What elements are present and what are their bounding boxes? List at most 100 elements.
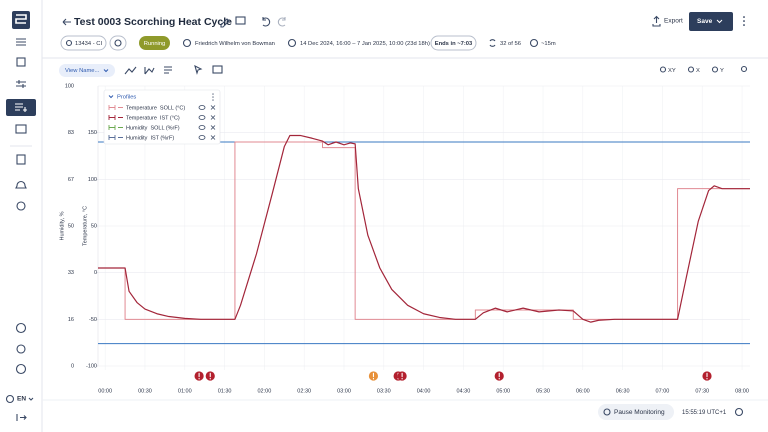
tool-1[interactable] [124, 66, 137, 75]
x-tick-label: 00:00 [98, 388, 112, 394]
user-icon[interactable] [15, 322, 27, 334]
save-chevron [716, 19, 723, 24]
x-tick-label: 02:00 [258, 388, 272, 394]
legend-visibility[interactable] [198, 105, 206, 110]
view-name: View Name... [65, 68, 100, 74]
save-label: Save [697, 18, 713, 25]
x-tick-label: 01:30 [218, 388, 232, 394]
chip-icon [114, 39, 122, 47]
chart: Humidity, % Temperature, °C 00:00 00:30 01… [59, 83, 750, 394]
interval-icon [529, 38, 539, 48]
pause-icon [603, 408, 611, 416]
status-badge [139, 36, 170, 50]
pause-label: Pause Monitoring [614, 409, 665, 416]
period: 14 Dec 2024, 16:00 – 7 Jan 2025, 10:00 (… [300, 41, 430, 47]
legend-swatch [108, 125, 123, 130]
zoom-xy[interactable]: XY [668, 68, 676, 74]
legend: Profiles Temperature SOLL (°C) Temperature… [103, 89, 221, 145]
cycle-icon [489, 39, 496, 47]
id-chip[interactable] [60, 35, 107, 51]
x-tick-label: 00:30 [138, 388, 152, 394]
comment-icon[interactable] [235, 16, 246, 25]
legend-remove[interactable] [210, 115, 216, 120]
language-chevron[interactable] [28, 397, 34, 401]
settings-alert-icon[interactable] [16, 201, 26, 211]
dashboard-icon[interactable] [16, 57, 26, 67]
back-arrow[interactable] [62, 18, 71, 26]
y2-tick-label: 150 [88, 130, 97, 136]
legend-swatch [108, 135, 123, 140]
sidebar [0, 0, 42, 432]
y-axis-label: Humidity, % [59, 211, 65, 240]
view-chevron [103, 69, 109, 73]
legend-visibility[interactable] [198, 115, 206, 120]
ends-chip [430, 35, 477, 51]
id-icon [65, 39, 73, 47]
owner-icon [182, 38, 192, 48]
help-icon[interactable] [15, 363, 27, 375]
x-tick-label: 07:00 [656, 388, 670, 394]
edit-icon[interactable] [220, 18, 230, 28]
export-button[interactable]: Export [664, 18, 683, 25]
pointer-tool[interactable] [194, 64, 203, 75]
legend-box [103, 89, 221, 145]
legend-label: Humidity SOLL (%rF) [126, 125, 180, 131]
tool-2[interactable] [144, 67, 155, 75]
y-tick-label: 100 [65, 83, 74, 89]
logo-mark [15, 14, 27, 24]
menu-icon[interactable] [16, 38, 26, 46]
x-tick-label: 02:30 [297, 388, 311, 394]
y2-tick-label: -50 [89, 317, 97, 323]
bell-icon[interactable] [15, 180, 27, 189]
x-tick-label: 04:30 [457, 388, 471, 394]
zoom-reset-icon[interactable] [740, 65, 748, 73]
globe-icon[interactable] [5, 394, 15, 404]
ends: Ends in ~7:03 [435, 41, 473, 47]
export-icon[interactable] [652, 15, 661, 27]
icon-chip[interactable] [109, 35, 127, 51]
x-tick-label: 03:30 [377, 388, 391, 394]
legend-remove[interactable] [210, 135, 216, 140]
y-tick-label: 50 [68, 223, 74, 229]
y2-tick-label: -100 [86, 363, 97, 369]
owner: Friedrich Wilhelm von Bowman [195, 41, 275, 47]
legend-remove[interactable] [210, 105, 216, 110]
legend-remove[interactable] [210, 125, 216, 130]
report-icon[interactable] [16, 154, 26, 165]
undo-icon[interactable] [262, 17, 271, 27]
monitor-icon[interactable] [15, 124, 27, 134]
redo-icon[interactable] [277, 17, 286, 27]
tool-3[interactable] [164, 66, 172, 74]
view-select[interactable] [59, 64, 115, 77]
x-tick-label: 06:30 [616, 388, 630, 394]
y-tick-label: 0 [71, 363, 74, 369]
zoom-y[interactable]: Y [720, 68, 724, 74]
zoom-y-icon[interactable] [711, 66, 719, 73]
period-icon [287, 38, 297, 48]
legend-label: Temperature SOLL (°C) [126, 105, 185, 111]
legend-visibility[interactable] [198, 125, 206, 130]
zoom-x-icon[interactable] [687, 66, 695, 73]
language[interactable]: EN [17, 396, 26, 403]
legend-swatch [108, 105, 123, 110]
zoom-xy-icon[interactable] [659, 66, 667, 73]
legend-title: Profiles [117, 95, 136, 101]
series-line [98, 141, 750, 320]
logo[interactable] [12, 11, 30, 29]
clock-time: 15:55:19 UTC+1 [682, 410, 727, 416]
x-tick-label: 05:00 [496, 388, 510, 394]
y-tick-label: 83 [68, 130, 74, 136]
logout-icon[interactable] [16, 414, 27, 421]
filters-icon[interactable] [16, 80, 26, 88]
annotate-tool[interactable] [212, 65, 223, 74]
zoom-x[interactable]: X [696, 68, 700, 74]
clock-icon[interactable] [734, 407, 744, 417]
pause-button[interactable] [598, 404, 674, 420]
x-tick-label: 06:00 [576, 388, 590, 394]
gear-icon[interactable] [16, 344, 26, 354]
x-tick-label: 07:30 [695, 388, 709, 394]
save-button[interactable] [689, 12, 733, 31]
legend-visibility[interactable] [198, 135, 206, 140]
legend-chevron [108, 95, 114, 99]
interval: ~15m [541, 41, 556, 47]
